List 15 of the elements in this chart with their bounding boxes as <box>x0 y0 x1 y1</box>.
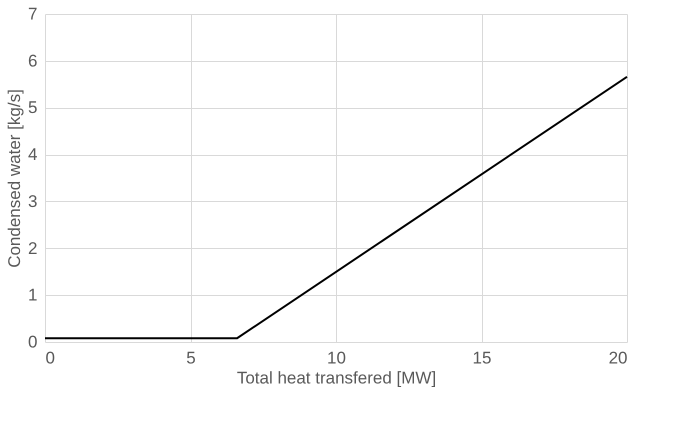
y-tick-label: 0 <box>28 332 38 352</box>
y-tick-label: 6 <box>28 51 38 70</box>
x-tick-label: 5 <box>186 348 196 368</box>
y-tick-label: 1 <box>28 286 38 305</box>
x-tick-label: 10 <box>327 348 346 368</box>
x-tick-label: 0 <box>46 348 55 368</box>
y-tick-label: 4 <box>28 145 38 164</box>
x-tick-label: 15 <box>472 348 492 368</box>
y-tick-label: 2 <box>28 238 38 258</box>
x-tick-label: 20 <box>608 348 628 368</box>
x-axis-title: Total heat transfered [MW] <box>236 368 436 388</box>
y-tick-label: 5 <box>28 98 38 118</box>
y-axis-title: Condensed water [kg/s] <box>5 89 24 268</box>
y-tick-label: 7 <box>28 4 38 24</box>
y-tick-label: 3 <box>28 192 38 211</box>
